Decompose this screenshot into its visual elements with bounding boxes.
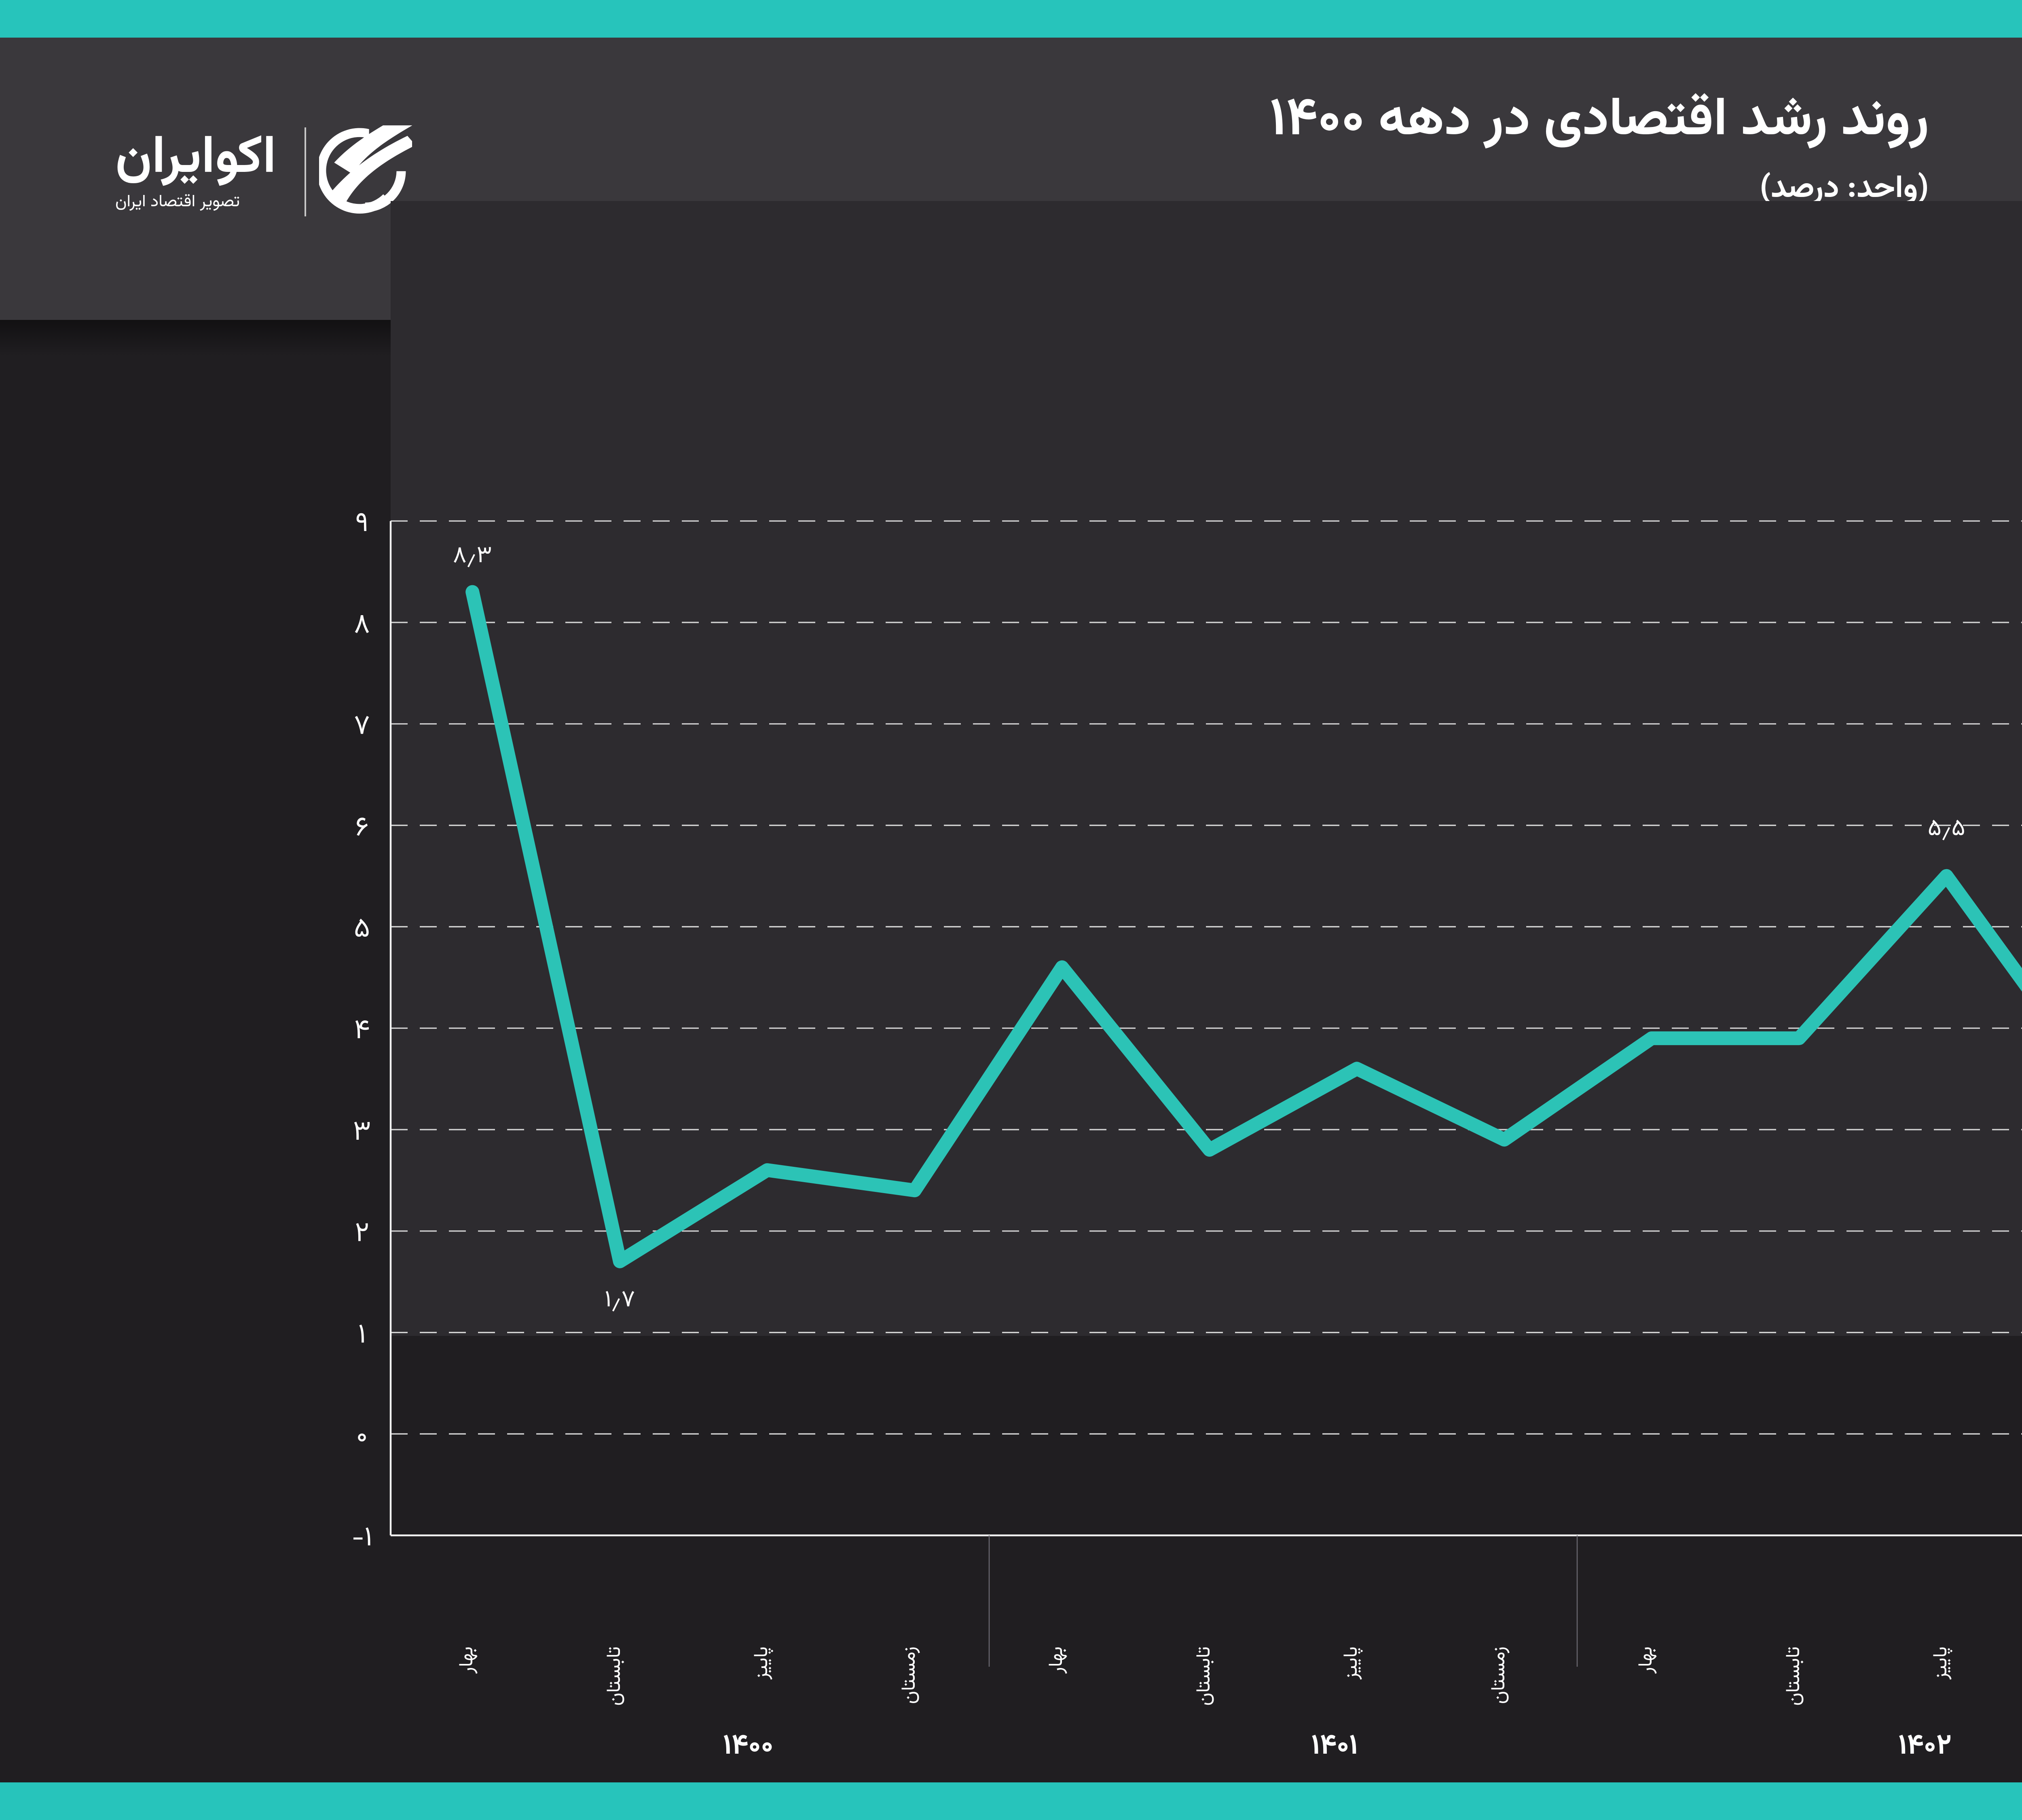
svg-text:۰: ۰ <box>356 1416 368 1459</box>
svg-text:۶: ۶ <box>355 807 368 850</box>
svg-text:۵٫۵: ۵٫۵ <box>1928 812 1965 848</box>
svg-text:۱: ۱ <box>358 1314 366 1357</box>
svg-text:۸: ۸ <box>354 604 370 648</box>
svg-text:پاییز: پاییز <box>1337 1646 1367 1680</box>
svg-text:۳: ۳ <box>353 1111 371 1155</box>
svg-text:بهار: بهار <box>1632 1646 1662 1674</box>
svg-text:تابستان: تابستان <box>1190 1646 1220 1706</box>
svg-text:زمستان: زمستان <box>1485 1646 1515 1704</box>
svg-text:۵: ۵ <box>354 908 370 952</box>
svg-text:پاییز: پاییز <box>1927 1646 1957 1680</box>
svg-text:۱۴۰۱: ۱۴۰۱ <box>1311 1725 1358 1769</box>
svg-text:بهار: بهار <box>1042 1646 1072 1674</box>
svg-text:زمستان: زمستان <box>895 1646 925 1704</box>
svg-text:۱۴۰۰: ۱۴۰۰ <box>723 1725 774 1769</box>
svg-text:پاییز: پاییز <box>747 1646 778 1680</box>
svg-text:۴: ۴ <box>354 1010 370 1053</box>
svg-text:۲: ۲ <box>355 1213 369 1256</box>
svg-text:بهار: بهار <box>453 1646 483 1674</box>
svg-text:۱-: ۱- <box>351 1517 372 1560</box>
svg-text:تابستان: تابستان <box>1779 1646 1810 1706</box>
svg-text:۸٫۳: ۸٫۳ <box>453 539 492 575</box>
svg-text:۹: ۹ <box>355 503 369 546</box>
svg-text:۱٫۷: ۱٫۷ <box>605 1283 635 1319</box>
svg-text:۷: ۷ <box>354 706 370 749</box>
svg-text:۱۴۰۲: ۱۴۰۲ <box>1898 1725 1952 1769</box>
svg-text:تابستان: تابستان <box>600 1646 630 1706</box>
